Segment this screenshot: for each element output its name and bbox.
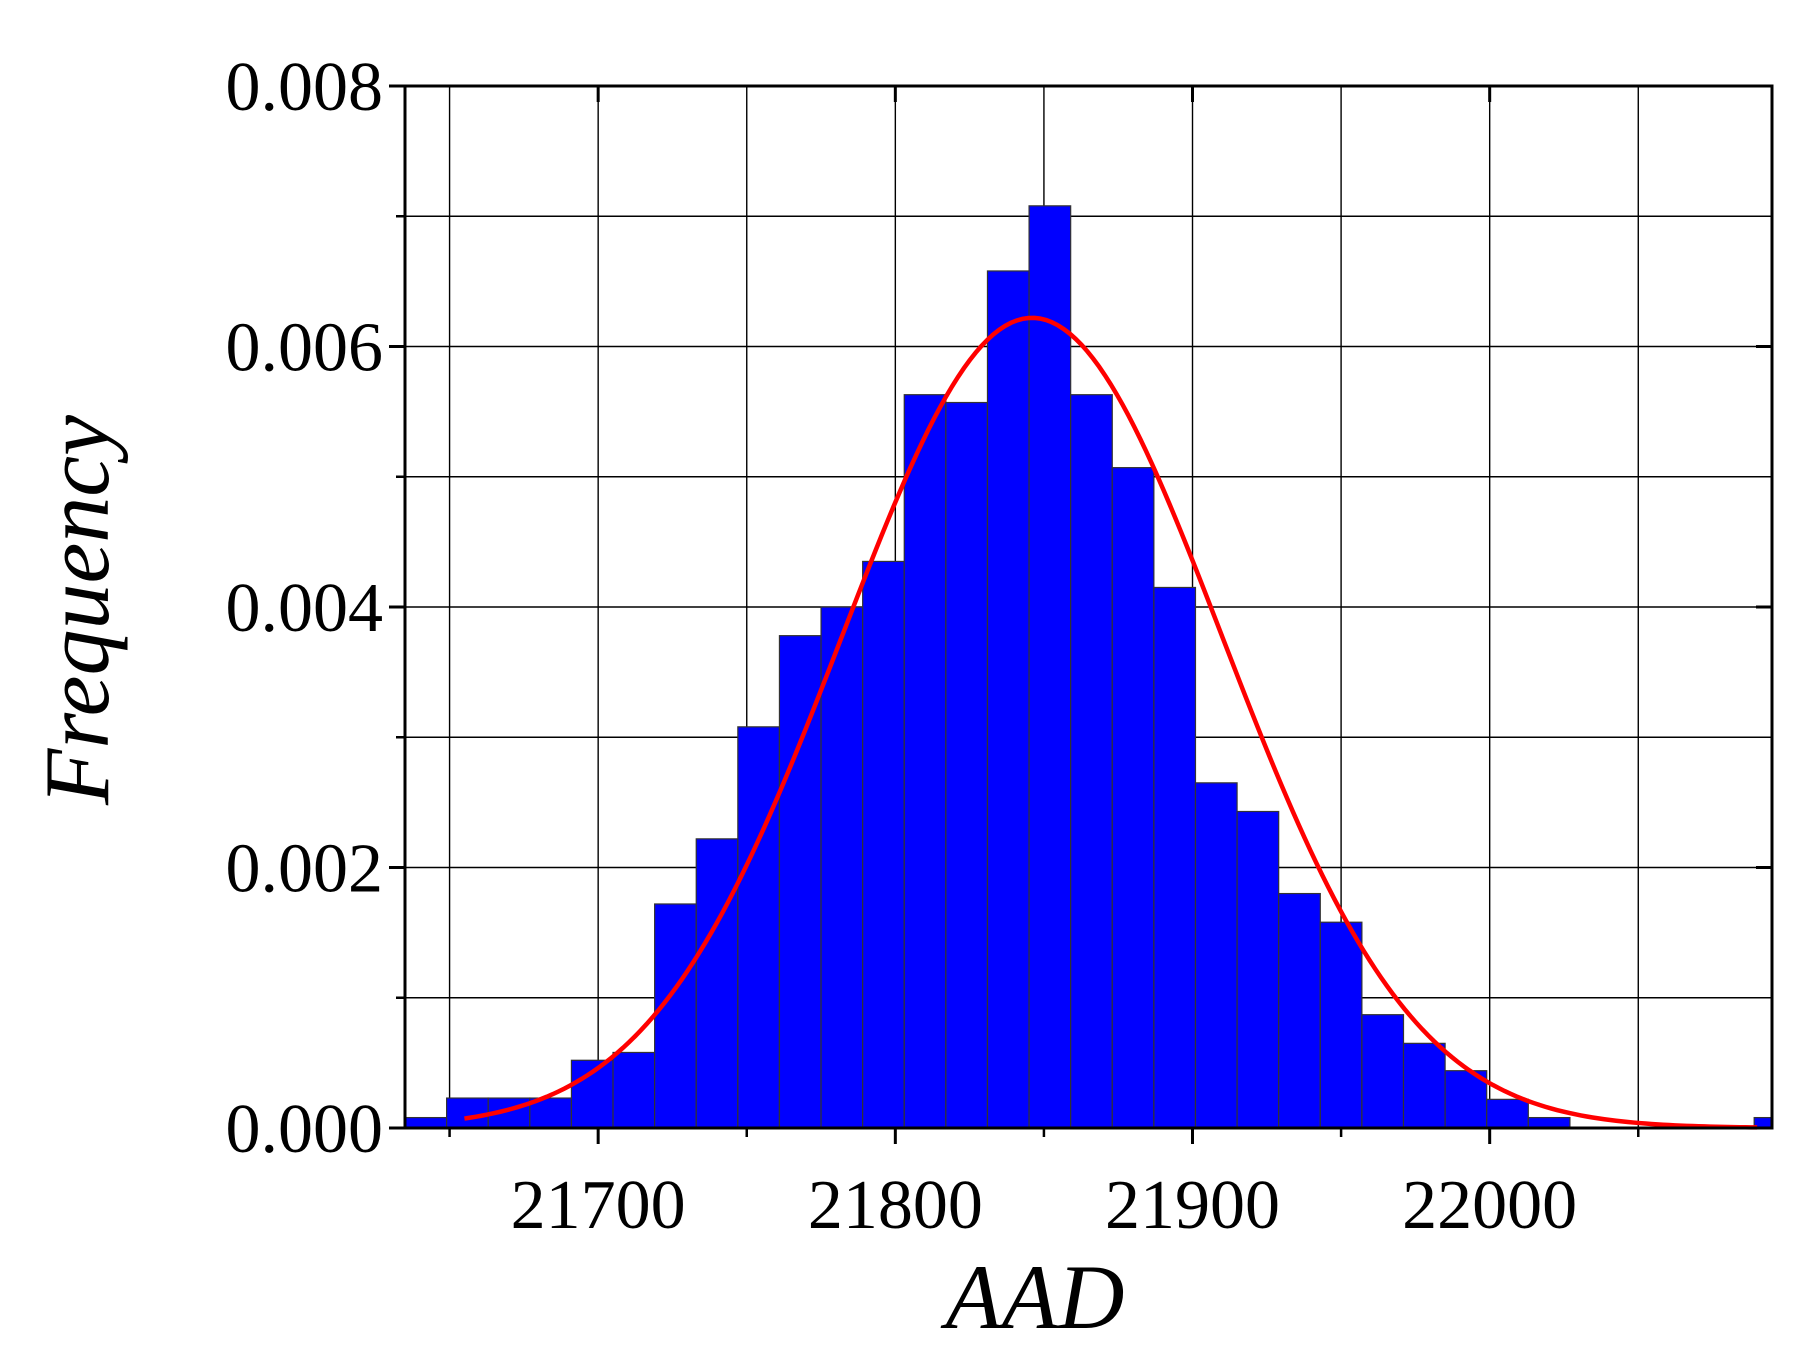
histogram-bar [695, 838, 739, 1129]
histogram-bar [1402, 1042, 1446, 1129]
histogram-bar [612, 1051, 656, 1129]
histogram-bar [903, 394, 947, 1129]
histogram-bar [1111, 467, 1155, 1129]
y-axis-title: Frequency [26, 415, 128, 806]
histogram-bar [1236, 810, 1280, 1129]
histogram-bar [1486, 1098, 1529, 1129]
histogram-bar [654, 903, 697, 1129]
histogram-bar [1194, 782, 1238, 1129]
y-tick-label: 0.000 [226, 1091, 384, 1168]
histogram-bar [404, 1116, 448, 1129]
y-tick-label: 0.006 [226, 310, 384, 387]
histogram-bar [1444, 1070, 1488, 1129]
normal-fit-curve [464, 315, 1758, 1130]
x-tick-label: 21900 [1105, 1167, 1280, 1244]
histogram-bar [1319, 921, 1363, 1129]
histogram-bar [862, 560, 905, 1129]
x-tick-label: 21700 [511, 1167, 686, 1244]
histogram-bar [945, 401, 989, 1129]
y-tick-label: 0.008 [226, 49, 384, 126]
histogram-bar [446, 1097, 489, 1129]
histogram-bar [778, 635, 822, 1129]
histogram-bar [1278, 892, 1321, 1129]
x-tick-label: 22000 [1402, 1167, 1577, 1244]
histogram-bar [737, 726, 781, 1129]
x-axis-title: AAD [940, 1246, 1125, 1348]
histogram-bar [986, 270, 1030, 1129]
fit-curve-layer [464, 315, 1758, 1130]
histogram-bar [1070, 394, 1113, 1129]
histogram-bar [820, 606, 864, 1129]
histogram-bars [404, 205, 1773, 1129]
histogram-bar [1527, 1116, 1571, 1129]
tick-labels: 21700 21800 21900 22000 0.000 0.002 0.004 0.006… [226, 49, 1578, 1244]
y-tick-label: 0.004 [226, 570, 384, 647]
histogram-bar [1153, 586, 1197, 1129]
y-tick-label: 0.002 [226, 831, 384, 908]
axis-ticks [389, 84, 1772, 1144]
histogram-bar [1028, 205, 1072, 1129]
x-tick-label: 21800 [808, 1167, 983, 1244]
histogram-bar [1361, 1014, 1405, 1129]
